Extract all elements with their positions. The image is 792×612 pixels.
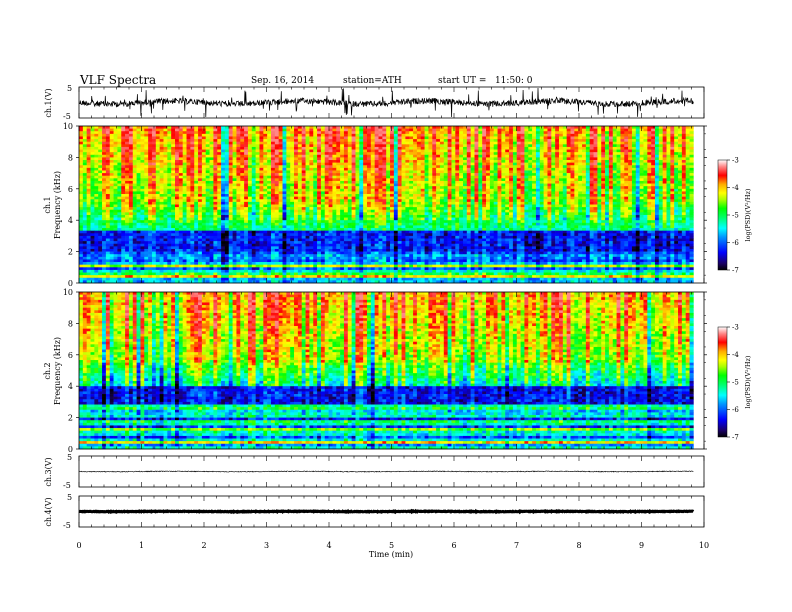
ch1-colorbar-ticks: -3 -4 -5 -6 -7 xyxy=(727,157,739,275)
date-label: Sep. 16, 2014 xyxy=(251,76,314,86)
freq-tick-label: 4 xyxy=(68,216,73,225)
ch1-colorbar xyxy=(717,159,728,271)
ch4-waveform-panel: 5 -5 ch.4(V) xyxy=(44,493,705,530)
colorbar-tick-label: -6 xyxy=(732,406,739,414)
ch2-freq-ticks: 0 2 4 6 8 10 xyxy=(63,288,707,454)
freq-tick-label: 2 xyxy=(68,248,73,257)
start-time-label: start UT = 11:50: 0 xyxy=(438,76,533,86)
freq-tick-label: 0 xyxy=(68,279,73,288)
ch2-spectrogram-image xyxy=(79,292,694,450)
time-tick-label: 6 xyxy=(451,541,456,550)
freq-tick-label: 8 xyxy=(68,319,73,328)
time-tick-label: 9 xyxy=(639,541,644,550)
time-tick-label: 5 xyxy=(389,541,394,550)
freq-tick-label: 10 xyxy=(63,122,73,131)
time-tick-label: 2 xyxy=(201,541,206,550)
colorbar-tick-label: -4 xyxy=(732,351,739,359)
ch1-spec-ylabel-channel: ch.1 xyxy=(43,196,52,213)
freq-tick-label: 4 xyxy=(68,382,73,391)
time-axis-ticks: 0 1 2 3 4 5 6 7 8 9 10 xyxy=(76,87,709,550)
ch2-colorbar xyxy=(717,326,728,438)
colorbar-tick-label: -5 xyxy=(732,379,739,387)
colorbar-tick-label: -4 xyxy=(732,184,739,192)
ch3-waveform-panel: 5 -5 ch.3(V) xyxy=(44,453,705,490)
colorbar-tick-label: -5 xyxy=(732,212,739,220)
ch4-ytick-top: 5 xyxy=(67,493,72,502)
ch1-ylabel: ch.1(V) xyxy=(44,88,53,117)
freq-tick-label: 10 xyxy=(63,288,73,297)
ch1-spectrogram-image xyxy=(79,126,694,284)
ch2-colorbar-label: log(PSD)(V²/Hz) xyxy=(744,355,752,408)
freq-tick-label: 6 xyxy=(68,185,73,194)
ch4-ytick-bottom: -5 xyxy=(63,521,71,530)
time-tick-label: 0 xyxy=(76,541,81,550)
ch1-ytick-top: 5 xyxy=(67,84,72,93)
time-tick-label: 8 xyxy=(576,541,581,550)
colorbar-tick-label: -7 xyxy=(732,434,739,442)
ch3-waveform-trace xyxy=(78,470,694,473)
station-label: station=ATH xyxy=(343,76,402,86)
ch3-ytick-top: 5 xyxy=(67,453,72,462)
freq-tick-label: 6 xyxy=(68,351,73,360)
colorbar-tick-label: -3 xyxy=(732,157,739,165)
time-tick-label: 1 xyxy=(139,541,144,550)
time-tick-label: 7 xyxy=(514,541,519,550)
figure-title: VLF Spectra xyxy=(79,73,156,87)
ch1-waveform-panel: 5 -5 ch.1(V) xyxy=(44,84,705,121)
time-tick-label: 4 xyxy=(326,541,331,550)
ch2-spec-ylabel-channel: ch.2 xyxy=(43,362,52,379)
ch4-waveform-trace xyxy=(78,508,695,515)
ch3-ytick-bottom: -5 xyxy=(63,481,71,490)
ch2-colorbar-ticks: -3 -4 -5 -6 -7 xyxy=(727,324,739,442)
freq-tick-label: 2 xyxy=(68,414,73,423)
colorbar-tick-label: -3 xyxy=(732,324,739,332)
ch3-ylabel: ch.3(V) xyxy=(44,457,53,486)
colorbar-tick-label: -6 xyxy=(732,239,739,247)
ch1-freq-ticks: 0 2 4 6 8 10 xyxy=(63,122,707,288)
ch1-spec-ylabel-frequency: Frequency (kHz) xyxy=(53,171,62,239)
x-axis-label: Time (min) xyxy=(369,550,413,559)
time-tick-label: 10 xyxy=(699,541,709,550)
ch4-ylabel: ch.4(V) xyxy=(44,497,53,526)
ch1-waveform-trace xyxy=(78,87,694,118)
ch2-spec-ylabel-frequency: Frequency (kHz) xyxy=(53,337,62,405)
freq-tick-label: 8 xyxy=(68,153,73,162)
colorbar-tick-label: -7 xyxy=(732,267,739,275)
ch1-colorbar-label: log(PSD)(V²/Hz) xyxy=(744,188,752,241)
freq-tick-label: 0 xyxy=(68,445,73,454)
ch1-ytick-bottom: -5 xyxy=(63,112,71,121)
time-tick-label: 3 xyxy=(264,541,269,550)
